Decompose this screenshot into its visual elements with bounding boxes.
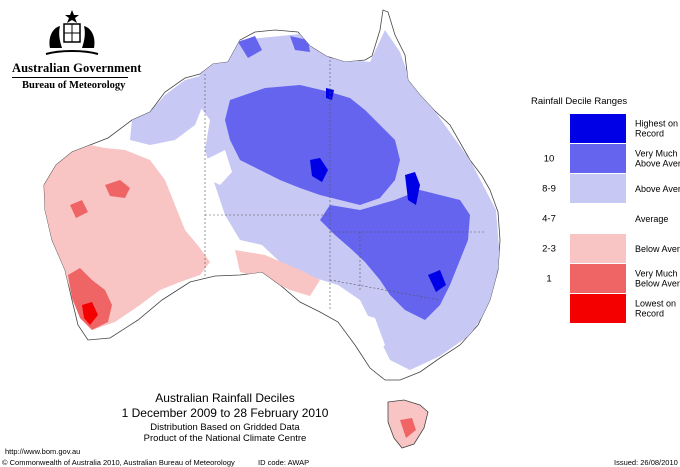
legend-range: 8-9 bbox=[542, 183, 556, 194]
legend-item: Lowest on Record bbox=[530, 294, 680, 323]
map-note-distribution: Distribution Based on Gridded Data bbox=[150, 422, 300, 433]
region-average-patch-2 bbox=[355, 312, 385, 360]
region-very-much-below-sw bbox=[68, 268, 112, 330]
region-lowest-record bbox=[82, 302, 98, 325]
legend-label-line: Very Much bbox=[635, 268, 678, 278]
copyright-notice: © Commonwealth of Australia 2010, Austra… bbox=[2, 458, 235, 467]
bureau-title: Bureau of Meteorology bbox=[22, 80, 126, 91]
legend-label: Highest on Record bbox=[635, 118, 680, 139]
government-title: Australian Government bbox=[12, 61, 142, 75]
legend-range: 2-3 bbox=[542, 243, 556, 254]
region-highest-record-1 bbox=[310, 158, 328, 182]
issued-date: Issued: 26/08/2010 bbox=[614, 458, 678, 467]
map-title: Australian Rainfall Deciles bbox=[155, 391, 295, 405]
tasmania-very-much-below bbox=[400, 418, 416, 438]
legend-range: 10 bbox=[543, 153, 555, 164]
legend-swatch bbox=[570, 174, 626, 203]
legend-swatch bbox=[570, 144, 626, 173]
legend-range: 1 bbox=[546, 273, 552, 284]
legend-range: 4-7 bbox=[542, 213, 556, 224]
region-highest-record-3 bbox=[428, 270, 446, 292]
coat-of-arms-icon bbox=[45, 10, 99, 55]
legend-swatch bbox=[570, 234, 626, 263]
legend-label-line: Lowest on bbox=[635, 298, 677, 308]
region-very-much-above-nt bbox=[225, 85, 400, 205]
legend-label-line: Very Much bbox=[635, 148, 678, 158]
legend-label-line: Above Average bbox=[635, 158, 680, 169]
map-note-product: Product of the National Climate Centre bbox=[143, 433, 307, 444]
legend-label-line: Record bbox=[635, 128, 665, 139]
website-url[interactable]: http://www.bom.gov.au bbox=[5, 447, 81, 456]
legend-swatch bbox=[570, 294, 626, 323]
legend-label-line: Record bbox=[635, 308, 665, 319]
legend-label-line: Below Average bbox=[635, 243, 680, 254]
legend-label: Above Average bbox=[635, 183, 680, 194]
id-code: ID code: AWAP bbox=[258, 458, 310, 467]
legend-item: 8-9 Above Average bbox=[530, 174, 680, 203]
legend-item: 2-3 Below Average bbox=[530, 234, 680, 263]
legend-label: Average bbox=[635, 213, 680, 224]
legend-label: Lowest on Record bbox=[635, 298, 680, 319]
legend-label-line: Below Average bbox=[635, 278, 680, 289]
legend-title: Rainfall Decile Ranges bbox=[531, 96, 628, 107]
legend-label: Below Average bbox=[635, 243, 680, 254]
legend-item: Highest on Record bbox=[530, 114, 680, 143]
region-average-patch-1 bbox=[205, 150, 232, 185]
region-very-much-above-qld-nsw bbox=[320, 190, 470, 320]
header-divider bbox=[12, 77, 128, 78]
legend-item: 4-7 Average bbox=[530, 204, 680, 233]
map-period: 1 December 2009 to 28 February 2010 bbox=[121, 406, 329, 420]
legend-swatch bbox=[570, 264, 626, 293]
region-very-much-below-interior bbox=[70, 180, 130, 218]
legend-label-line: Highest on bbox=[635, 118, 679, 128]
state-borders bbox=[204, 60, 486, 310]
region-highest-record-2 bbox=[405, 172, 420, 205]
legend-swatch bbox=[570, 204, 626, 233]
legend-label-line: Average bbox=[635, 213, 669, 224]
legend-label-line: Above Average bbox=[635, 183, 680, 194]
region-very-much-above-north-coast bbox=[238, 36, 310, 58]
region-above-average-kimberley bbox=[130, 76, 205, 145]
region-below-average-central bbox=[235, 250, 320, 296]
legend-swatch bbox=[570, 114, 626, 143]
